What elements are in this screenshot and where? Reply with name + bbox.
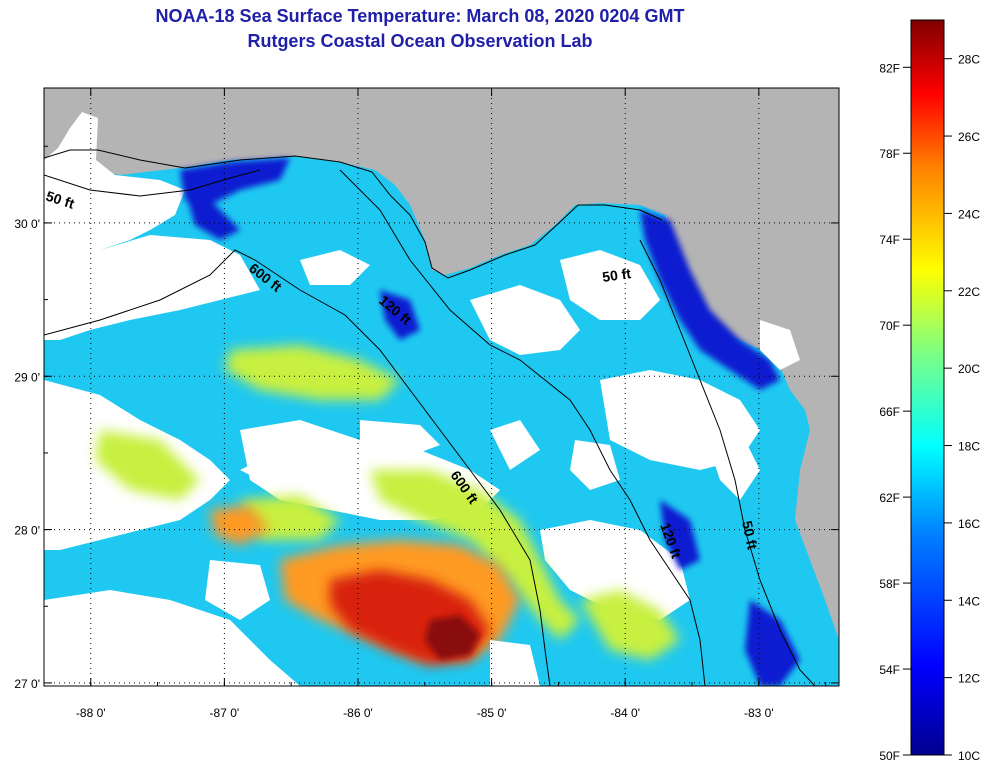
colorbar-celsius-label: 12C xyxy=(958,672,980,686)
longitude-label: -88 0' xyxy=(76,706,106,720)
longitude-label: -83 0' xyxy=(744,706,774,720)
plot-frame xyxy=(43,87,840,687)
colorbar-fahrenheit-label: 50F xyxy=(879,749,900,763)
coastline xyxy=(44,149,663,279)
latitude-label: 30 0' xyxy=(14,217,40,231)
colorbar-celsius-label: 24C xyxy=(958,207,980,221)
colorbar xyxy=(910,19,945,756)
longitude-label: -86 0' xyxy=(343,706,373,720)
latitude-label: 28 0' xyxy=(14,524,40,538)
latitude-label: 27 0' xyxy=(14,677,40,691)
colorbar-celsius-label: 10C xyxy=(958,749,980,763)
contour-label: 50 ft xyxy=(601,265,632,285)
peak-core xyxy=(425,615,480,660)
colorbar-labels: 28C 26C 24C 22C 20C 18C 16C 14C 12C 10C 82F 78F 74F 7… xyxy=(879,53,980,763)
colorbar-celsius-label: 18C xyxy=(958,440,980,454)
colorbar-fahrenheit-label: 82F xyxy=(879,61,900,75)
map-plot-area: 50 ft 600 ft 120 ft 600 ft 50 ft 120 ft … xyxy=(44,88,839,686)
colorbar-fahrenheit-label: 54F xyxy=(879,663,900,677)
colorbar-fahrenheit-label: 78F xyxy=(879,147,900,161)
colorbar-fahrenheit-label: 66F xyxy=(879,405,900,419)
contour-label: 50 ft xyxy=(739,519,761,551)
cloud-overlay xyxy=(205,320,800,686)
longitude-label: -85 0' xyxy=(477,706,507,720)
cloud-masks xyxy=(44,235,760,686)
map-subtitle: Rutgers Coastal Ocean Observation Lab xyxy=(247,31,593,51)
colorbar-celsius-label: 28C xyxy=(958,53,980,67)
map-title: NOAA-18 Sea Surface Temperature: March 0… xyxy=(155,6,685,26)
colorbar-fahrenheit-label: 70F xyxy=(879,319,900,333)
cold-coastal-band xyxy=(180,158,800,686)
map-axes: -88 0' -87 0' -86 0' -85 0' -84 0' -83 0' 30 0… xyxy=(14,88,839,720)
colorbar-celsius-label: 20C xyxy=(958,362,980,376)
colorbar-fahrenheit-label: 62F xyxy=(879,491,900,505)
depth-contours xyxy=(44,169,816,686)
longitude-label: -84 0' xyxy=(610,706,640,720)
colorbar-celsius-label: 16C xyxy=(958,517,980,531)
colorbar-fahrenheit-label: 58F xyxy=(879,577,900,591)
colorbar-fahrenheit-label: 74F xyxy=(879,233,900,247)
latitude-label: 29 0' xyxy=(14,370,40,384)
longitude-label: -87 0' xyxy=(210,706,240,720)
colorbar-celsius-label: 26C xyxy=(958,130,980,144)
colorbar-celsius-label: 22C xyxy=(958,285,980,299)
colorbar-celsius-label: 14C xyxy=(958,594,980,608)
